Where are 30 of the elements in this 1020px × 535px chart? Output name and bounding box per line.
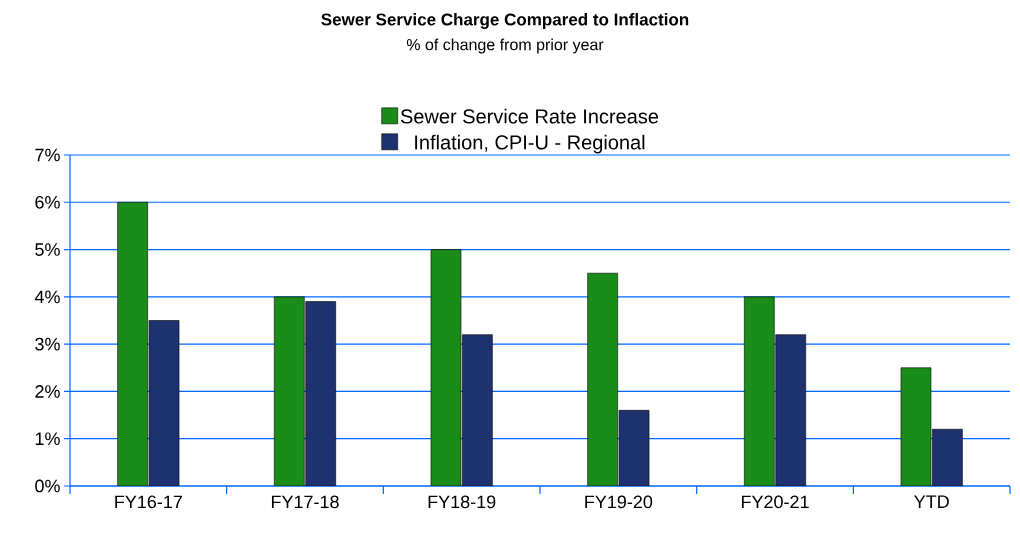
legend-label: Inflation, CPI-U - Regional — [415, 134, 645, 154]
y-tick-label: 0% — [35, 479, 60, 493]
y-tick-label: 5% — [35, 243, 60, 256]
bar — [775, 334, 807, 486]
y-tick-label: 6% — [35, 195, 60, 209]
bar — [430, 249, 462, 486]
x-tick-label: FY18-19 — [428, 495, 496, 509]
bar — [462, 334, 493, 486]
y-tick-label: 3% — [35, 337, 60, 351]
bar — [932, 428, 963, 486]
x-tick-label: FY16-17 — [115, 495, 182, 509]
x-tick-label: FY19-20 — [585, 495, 653, 509]
legend-label: Sewer Service Rate Increase — [400, 108, 659, 124]
y-tick-label: 4% — [34, 290, 60, 304]
chart-title: Sewer Service Charge Compared to Inflaction — [321, 13, 689, 29]
bar — [148, 320, 180, 486]
bar — [117, 201, 148, 486]
y-tick-label: 7% — [35, 148, 60, 162]
bar — [587, 272, 618, 486]
bar — [618, 410, 650, 486]
bar — [744, 296, 775, 486]
bar — [305, 301, 337, 486]
x-tick-label: YTD — [914, 495, 949, 508]
y-tick-label: 2% — [35, 385, 60, 398]
chart-subtitle: % of change from prior year — [406, 38, 604, 54]
x-tick-label: FY17-18 — [271, 495, 339, 509]
x-tick-label: FY20-21 — [741, 495, 809, 509]
bar — [900, 367, 932, 486]
bar — [274, 296, 305, 486]
y-tick-label: 1% — [35, 432, 60, 445]
